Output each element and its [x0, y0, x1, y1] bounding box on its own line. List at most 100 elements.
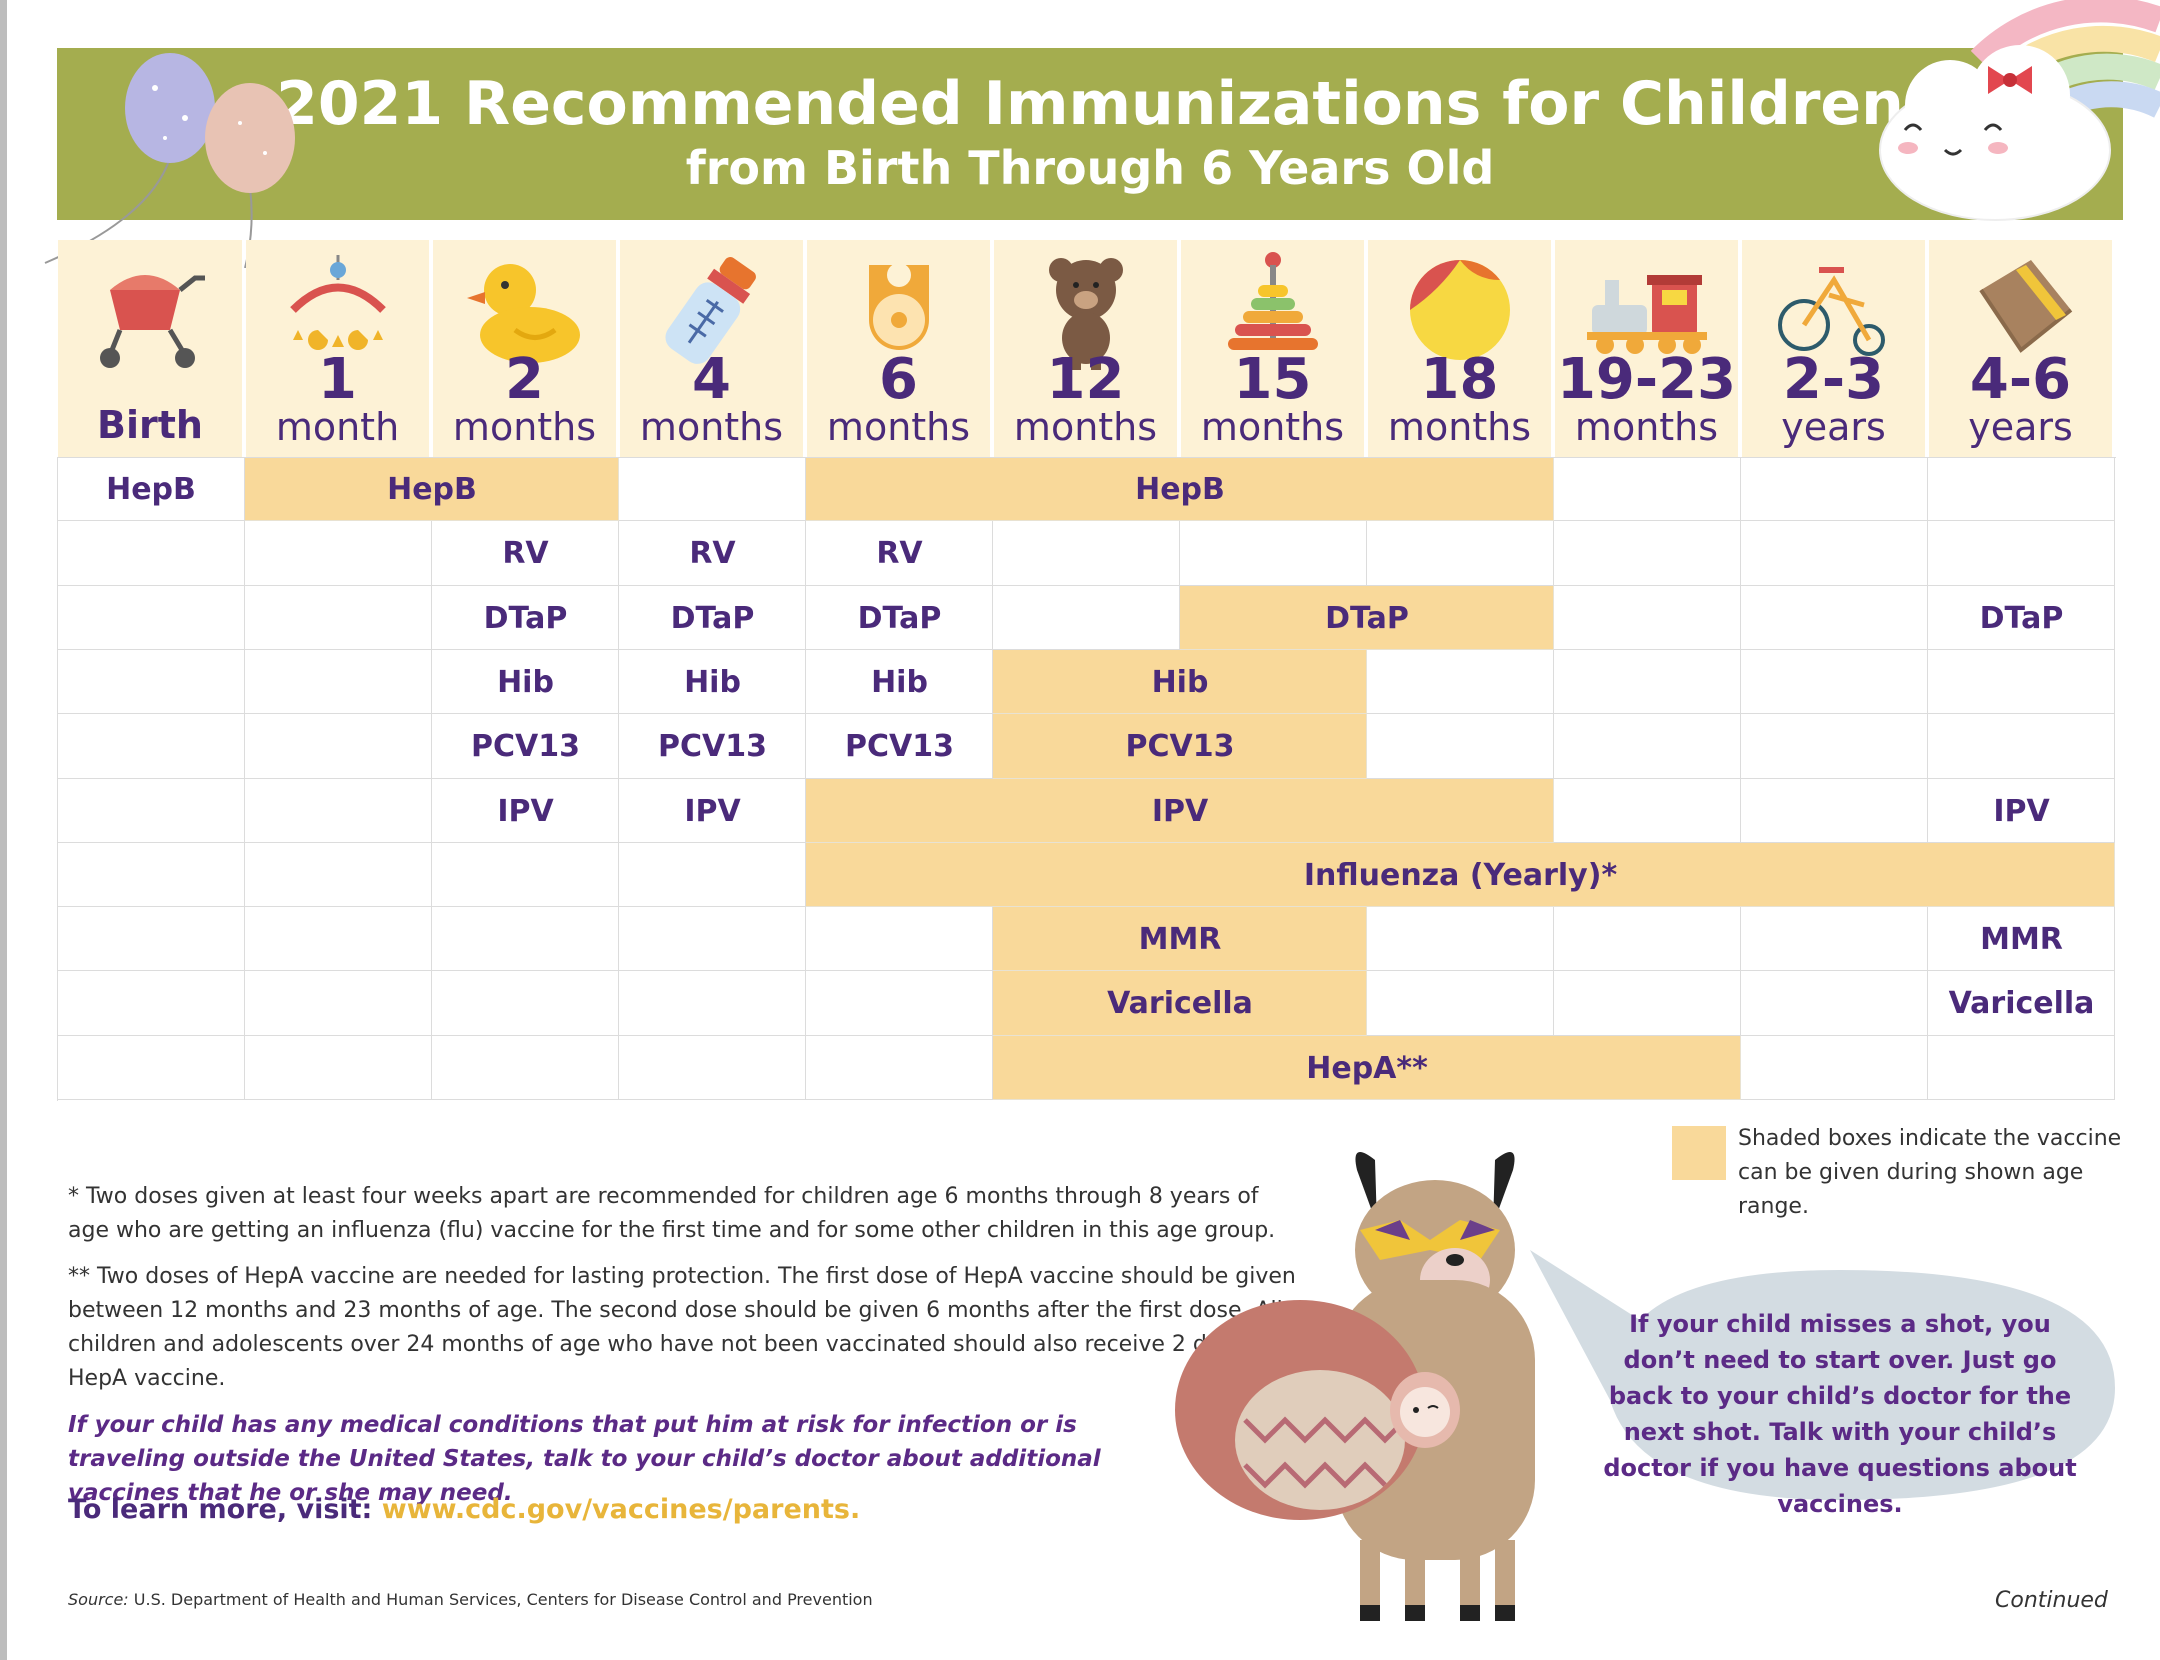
continued-label: Continued: [1995, 1588, 2108, 1613]
table-cell: [245, 907, 432, 971]
speech-bubble: [1530, 1250, 2115, 1500]
table-cell: [245, 843, 432, 907]
table-cell: [1928, 586, 2115, 650]
age-column-10: 4-6 years: [1929, 240, 2112, 457]
vaccine-label-rv: RV: [502, 536, 549, 571]
table-cell: [619, 650, 806, 714]
table-cell: [1928, 650, 2115, 714]
table-cell: [1554, 907, 1741, 971]
table-cell: [245, 521, 432, 586]
age-unit: months: [1013, 405, 1158, 449]
age-number: 18: [1420, 347, 1499, 412]
table-cell: [619, 971, 806, 1036]
bib-icon: [839, 250, 959, 370]
table-cell: [1554, 714, 1741, 779]
shaded-range-bar: [806, 779, 1554, 843]
table-cell: [1180, 521, 1367, 586]
table-cell: [1928, 521, 2115, 586]
vaccine-label-hib: Hib: [497, 664, 554, 700]
age-column-9: 2-3 years: [1742, 240, 1925, 457]
age-column-1: 1 month: [246, 240, 429, 457]
table-cell: [619, 457, 806, 521]
table-cell: [1741, 779, 1928, 843]
table-cell: [1928, 971, 2115, 1036]
vaccine-label-dtap: DTaP: [857, 600, 942, 636]
vaccine-label-mmr: MMR: [1980, 921, 2063, 957]
missed-shot-message: If your child misses a shot, you don’t n…: [1603, 1310, 2077, 1518]
shaded-range-bar: [993, 971, 1367, 1036]
shaded-range-bar: [245, 457, 619, 521]
table-cell: [432, 650, 619, 714]
table-cell: [57, 907, 245, 971]
table-cell: [1928, 714, 2115, 779]
vaccine-label-dtap: DTaP: [1325, 600, 1409, 636]
shaded-range-bar: [993, 1036, 1741, 1100]
source-text: U.S. Department of Health and Human Serv…: [133, 1590, 873, 1609]
table-cell: [245, 586, 432, 650]
table-cell: [57, 650, 245, 714]
age-number: 2-3: [1782, 347, 1885, 412]
shaded-range-bar: [1180, 586, 1554, 650]
toy-train-icon: [1586, 250, 1707, 370]
cdc-parents-link[interactable]: www.cdc.gov/vaccines/parents.: [381, 1494, 861, 1525]
table-cell: [619, 714, 806, 779]
age-number: 19-23: [1556, 347, 1737, 412]
age-unit: years: [1781, 405, 1886, 449]
table-cell: [1367, 521, 1554, 586]
table-cell: [432, 907, 619, 971]
vaccine-label-hepb: HepB: [387, 471, 477, 507]
vaccine-label-hib: Hib: [871, 664, 928, 700]
table-cell: [619, 907, 806, 971]
age-unit: Birth: [97, 403, 203, 447]
age-column-3: 4 months: [620, 240, 803, 457]
stroller-icon: [90, 250, 210, 370]
table-cell: [619, 843, 806, 907]
age-number: 4: [692, 347, 731, 412]
learn-more: To learn more, visit: www.cdc.gov/vaccin…: [68, 1490, 860, 1530]
llama-sloth-illustration: [1175, 1152, 1535, 1621]
age-column-4: 6 months: [807, 240, 990, 457]
page-title: 2021 Recommended Immunizations for Child…: [276, 69, 1904, 139]
vaccine-label-dtap: DTaP: [1979, 600, 2064, 636]
vaccine-label-pcv13: PCV13: [471, 729, 580, 764]
table-cell: [1367, 907, 1554, 971]
vaccine-label-hib: Hib: [684, 664, 741, 700]
teddy-bear-icon: [1026, 250, 1146, 370]
table-cell: [1554, 586, 1741, 650]
age-number: 2: [505, 347, 544, 412]
table-cell: [1741, 521, 1928, 586]
page-edge: [0, 0, 7, 1660]
table-cell: [1367, 971, 1554, 1036]
table-cell: [1554, 521, 1741, 586]
table-cell: [1741, 907, 1928, 971]
age-number: 6: [879, 347, 918, 412]
table-cell: [1928, 907, 2115, 971]
vaccine-label-pcv13: PCV13: [658, 729, 767, 764]
table-cell: [1741, 714, 1928, 779]
table-cell: [619, 1036, 806, 1100]
table-cell: [806, 714, 993, 779]
age-unit: months: [639, 405, 784, 449]
rubber-duck-icon: [465, 250, 585, 370]
table-cell: [432, 843, 619, 907]
source-credit: Source: U.S. Department of Health and Hu…: [68, 1590, 873, 1610]
table-cell: [1741, 971, 1928, 1036]
beach-ball-icon: [1400, 250, 1520, 370]
age-column-7: 18 months: [1368, 240, 1551, 457]
table-cell: [806, 907, 993, 971]
age-column-8: 19-23 months: [1555, 240, 1738, 457]
age-column-6: 15 months: [1181, 240, 1364, 457]
shaded-range-bar: [806, 457, 1554, 521]
table-cell: [806, 971, 993, 1036]
cloud-rainbow-icon: [1879, 0, 2160, 221]
age-unit: months: [1200, 405, 1345, 449]
age-unit: months: [1574, 405, 1719, 449]
vaccine-label-ipv: IPV: [1151, 793, 1209, 829]
table-cell: [1554, 457, 1741, 521]
table-cell: [1554, 650, 1741, 714]
vaccine-label-mmr: MMR: [1138, 921, 1222, 957]
vaccine-label-hepb: HepB: [106, 471, 196, 507]
table-cell: [993, 521, 1180, 586]
vaccine-label-ipv: IPV: [1993, 793, 2050, 829]
table-cell: [1928, 779, 2115, 843]
